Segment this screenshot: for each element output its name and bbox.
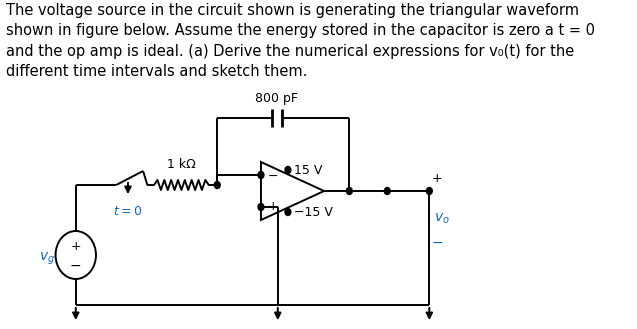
Text: −15 V: −15 V <box>294 206 333 218</box>
Text: +: + <box>71 240 81 252</box>
Text: 15 V: 15 V <box>294 164 322 178</box>
Text: −: − <box>268 169 278 183</box>
Text: The voltage source in the circuit shown is generating the triangular waveform
sh: The voltage source in the circuit shown … <box>6 3 595 79</box>
Circle shape <box>285 209 291 215</box>
Circle shape <box>384 188 390 194</box>
Circle shape <box>214 182 220 189</box>
Text: +: + <box>268 199 278 213</box>
Circle shape <box>258 204 264 211</box>
Circle shape <box>285 166 291 173</box>
Text: −: − <box>70 259 82 273</box>
Circle shape <box>426 188 433 194</box>
Circle shape <box>258 171 264 179</box>
Text: $v_o$: $v_o$ <box>434 212 449 226</box>
Text: +: + <box>432 171 443 185</box>
Text: −: − <box>432 236 443 250</box>
Text: $v_g$: $v_g$ <box>39 251 55 267</box>
Text: 1 kΩ: 1 kΩ <box>167 158 196 171</box>
Text: $t=0$: $t=0$ <box>113 205 143 218</box>
Text: 800 pF: 800 pF <box>255 92 299 105</box>
Circle shape <box>347 188 352 194</box>
